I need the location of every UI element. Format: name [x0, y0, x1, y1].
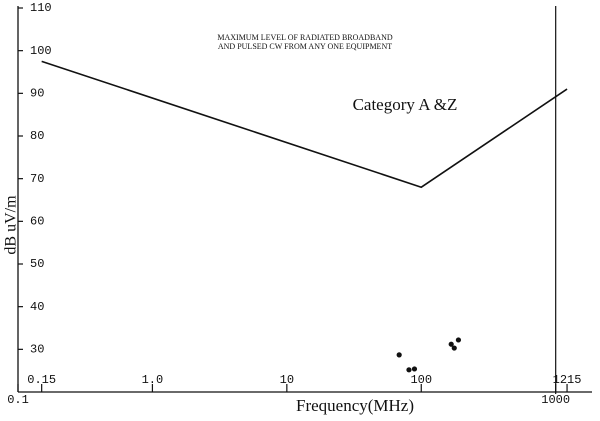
- data-point: [396, 352, 402, 358]
- y-tick-label: 80: [30, 129, 44, 143]
- annotation: AND PULSED CW FROM ANY ONE EQUIPMENT: [218, 42, 392, 51]
- category-label: Category A &Z: [353, 95, 458, 114]
- x-axis-label: Frequency(MHz): [296, 396, 414, 415]
- y-tick-label: 40: [30, 300, 44, 314]
- limit-line: [41, 60, 568, 189]
- x-tick-label: 10: [280, 373, 294, 387]
- y-tick-label: 50: [30, 257, 44, 271]
- x-tick-label: 1000: [541, 393, 570, 407]
- y-tick-label: 90: [30, 87, 44, 101]
- data-point: [451, 345, 457, 351]
- y-tick-label: 30: [30, 343, 44, 357]
- data-point: [455, 337, 462, 343]
- x-tick-label: 0.15: [27, 373, 56, 387]
- y-tick-label: 60: [30, 215, 44, 229]
- y-tick-label: 70: [30, 172, 44, 186]
- x-tick-label: 0.1: [7, 393, 29, 407]
- data-point: [406, 367, 412, 373]
- x-tick-label: 100: [410, 373, 432, 387]
- data-point: [448, 341, 454, 347]
- x-tick-label: 1.0: [142, 373, 164, 387]
- y-tick-label: 100: [30, 44, 52, 58]
- y-tick-label: 110: [30, 1, 52, 15]
- annotation: MAXIMUM LEVEL OF RADIATED BROADBAND: [217, 33, 392, 42]
- y-axis-label: dB uV/m: [3, 195, 20, 255]
- data-point: [411, 366, 418, 372]
- x-tick-label: 1215: [553, 373, 582, 387]
